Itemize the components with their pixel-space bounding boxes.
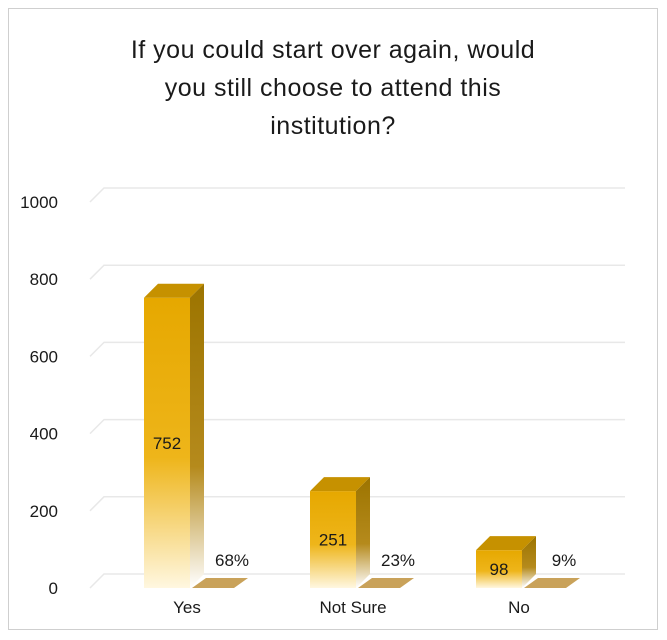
bar-front <box>476 550 522 588</box>
value-data-label: 251 <box>319 531 347 550</box>
percent-data-label: 23% <box>381 551 415 570</box>
chart-title-line-1: If you could start over again, would <box>130 36 536 64</box>
y-tick-label: 200 <box>30 502 58 521</box>
percent-bar <box>524 578 580 588</box>
bar-side <box>522 536 536 588</box>
bar-front <box>144 297 190 588</box>
x-category-label: Not Sure <box>319 598 386 617</box>
bar-side <box>190 283 204 588</box>
y-tick-label: 0 <box>49 579 58 598</box>
value-data-label: 752 <box>153 434 181 453</box>
bar-top <box>310 477 370 492</box>
chart-title: If you could start over again, would you… <box>9 31 657 145</box>
percent-data-label: 9% <box>552 551 577 570</box>
gridline <box>89 264 625 280</box>
gridline <box>89 187 625 203</box>
percent-data-label: 68% <box>215 551 249 570</box>
chart-title-line-2: you still choose to attend this <box>164 74 502 102</box>
y-tick-label: 600 <box>30 347 58 366</box>
y-tick-label: 800 <box>30 270 58 289</box>
bar-top <box>476 536 536 551</box>
percent-bar <box>358 578 414 588</box>
value-data-label: 98 <box>490 560 509 579</box>
gridline <box>89 573 625 589</box>
y-tick-label: 400 <box>30 425 58 444</box>
bar-front <box>310 491 356 588</box>
x-category-label: No <box>508 598 530 617</box>
percent-bar <box>192 578 248 588</box>
bar-side <box>356 477 370 588</box>
y-tick-label: 1000 <box>20 193 58 212</box>
chart-title-line-3: institution? <box>270 112 396 140</box>
x-category-label: Yes <box>173 598 201 617</box>
gridline <box>89 418 625 435</box>
gridline <box>89 341 625 357</box>
bar-top <box>144 283 204 298</box>
gridline <box>89 496 625 512</box>
